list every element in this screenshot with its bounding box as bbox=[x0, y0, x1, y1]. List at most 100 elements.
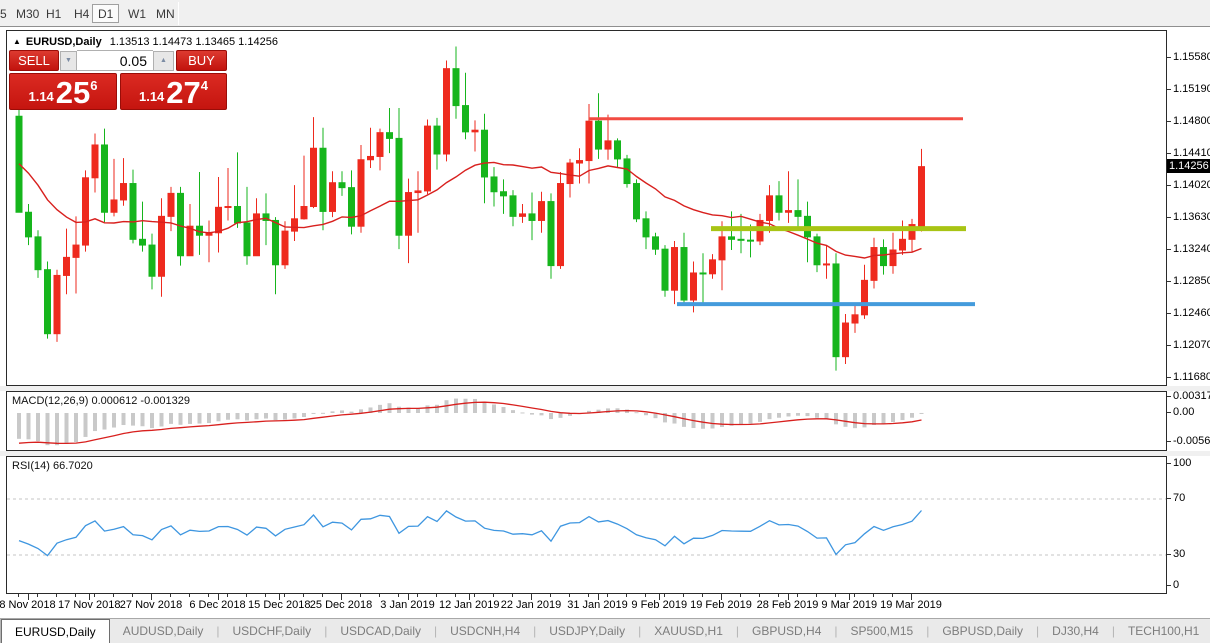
tab-separator: | bbox=[735, 624, 740, 638]
collapse-triangle-icon[interactable]: ▲ bbox=[13, 37, 21, 46]
timeframe-button-m30[interactable]: M30 bbox=[16, 7, 40, 21]
tab-eurusd-daily[interactable]: EURUSD,Daily bbox=[1, 619, 110, 643]
tab-sp500-m15[interactable]: SP500,M15 bbox=[850, 624, 914, 638]
date-major-tick bbox=[151, 594, 152, 600]
tab-usdchf-daily[interactable]: USDCHF,Daily bbox=[232, 624, 312, 638]
date-minor-tick bbox=[227, 594, 228, 597]
date-minor-tick bbox=[56, 594, 57, 597]
price-axis-tick bbox=[1167, 280, 1171, 282]
price-axis-label: 1.15580 bbox=[1173, 51, 1210, 63]
timeframe-button-h1[interactable]: H1 bbox=[46, 7, 62, 21]
date-minor-tick bbox=[436, 594, 437, 597]
tab-usdcnh-h4[interactable]: USDCNH,H4 bbox=[450, 624, 521, 638]
panel-divider[interactable] bbox=[0, 386, 1210, 391]
price-axis-tick bbox=[1167, 216, 1171, 218]
chart-tab-bar: EURUSD,Daily AUDUSD,Daily | USDCHF,Daily | US… bbox=[0, 618, 1210, 643]
tab-usdcad-daily[interactable]: USDCAD,Daily bbox=[340, 624, 421, 638]
date-major-tick bbox=[341, 594, 342, 600]
macd-axis[interactable]: 0.003177 0.00 -0.005667 bbox=[1167, 390, 1210, 451]
tab-separator: | bbox=[324, 624, 328, 638]
price-axis-label: 1.12460 bbox=[1173, 306, 1210, 319]
sell-price-button[interactable]: 1.14 25 6 bbox=[9, 73, 117, 110]
date-axis-label: 6 Dec 2018 bbox=[189, 599, 246, 611]
sell-button[interactable]: SELL bbox=[9, 50, 59, 71]
macd-label: MACD(12,26,9) 0.000612 -0.001329 bbox=[12, 395, 190, 407]
buy-pipette: 4 bbox=[200, 78, 209, 93]
price-axis-label: 1.12850 bbox=[1173, 274, 1210, 287]
macd-indicator-panel[interactable]: MACD(12,26,9) 0.000612 -0.001329 bbox=[6, 391, 1167, 451]
tab-xauusd-h1[interactable]: XAUUSD,H1 bbox=[654, 624, 723, 638]
date-minor-tick bbox=[816, 594, 817, 597]
date-major-tick bbox=[659, 594, 661, 600]
date-axis-label: 9 Mar 2019 bbox=[821, 599, 878, 611]
price-axis-tick bbox=[1167, 248, 1171, 250]
rsi-label: RSI(14) 66.7020 bbox=[12, 460, 93, 472]
date-minor-tick bbox=[626, 594, 627, 597]
timeframe-button-w1[interactable]: W1 bbox=[128, 7, 146, 21]
volume-input[interactable] bbox=[77, 50, 153, 71]
tab-audusd-daily[interactable]: AUDUSD,Daily bbox=[122, 624, 204, 638]
date-minor-tick bbox=[835, 594, 836, 597]
date-axis-label: 15 Dec 2018 bbox=[248, 599, 311, 611]
date-minor-tick bbox=[683, 594, 684, 597]
date-minor-tick bbox=[702, 594, 703, 597]
date-minor-tick bbox=[873, 594, 874, 597]
date-minor-tick bbox=[246, 594, 247, 597]
date-minor-tick bbox=[607, 594, 608, 597]
current-price-tag: 1.14256 bbox=[1167, 158, 1210, 173]
tabs-holder: EURUSD,Daily AUDUSD,Daily | USDCHF,Daily | US… bbox=[1, 619, 1210, 643]
tab-dj30-h4[interactable]: DJ30,H4 bbox=[1052, 624, 1099, 638]
date-minor-tick bbox=[797, 594, 798, 597]
buy-button[interactable]: BUY bbox=[176, 50, 227, 71]
date-minor-tick bbox=[37, 594, 38, 597]
buy-price-button[interactable]: 1.14 27 4 bbox=[120, 73, 227, 110]
date-minor-tick bbox=[455, 594, 456, 597]
timeframe-button-h4[interactable]: H4 bbox=[74, 7, 90, 21]
date-major-tick bbox=[849, 594, 851, 600]
date-major-tick bbox=[787, 594, 789, 600]
price-chart-panel[interactable]: ▲ EURUSD,Daily 1.13513 1.14473 1.13465 1.1… bbox=[6, 30, 1167, 386]
rsi-axis-tick bbox=[1167, 463, 1171, 464]
rsi-indicator-panel[interactable]: RSI(14) 66.7020 bbox=[6, 456, 1167, 594]
price-axis-tick bbox=[1167, 312, 1171, 314]
macd-chart[interactable] bbox=[7, 392, 1166, 450]
date-minor-tick bbox=[398, 594, 399, 597]
tab-separator: | bbox=[1111, 624, 1115, 638]
rsi-axis[interactable]: 100 70 30 0 bbox=[1167, 456, 1210, 594]
tab-separator: | bbox=[533, 624, 537, 638]
timeframe-button-mn[interactable]: MN bbox=[156, 7, 175, 21]
timeframe-button-d1[interactable]: D1 bbox=[92, 4, 120, 23]
rsi-axis-label: 100 bbox=[1173, 457, 1192, 469]
price-axis-tick bbox=[1167, 184, 1171, 186]
candlestick-chart[interactable] bbox=[7, 31, 1166, 385]
date-major-tick bbox=[531, 594, 532, 600]
rsi-axis-label: 0 bbox=[1173, 579, 1180, 591]
panel-divider[interactable] bbox=[0, 451, 1210, 456]
macd-axis-label: 0.00 bbox=[1173, 406, 1195, 418]
tab-tech100-h1[interactable]: TECH100,H1 bbox=[1127, 624, 1200, 638]
price-axis[interactable]: 1.15580 1.15190 1.14800 1.14410 1.14020 1.136… bbox=[1167, 30, 1210, 386]
tab-separator: | bbox=[1036, 624, 1040, 638]
date-axis-label: 28 Feb 2019 bbox=[756, 599, 819, 611]
macd-axis-tick bbox=[1167, 412, 1171, 413]
tab-separator: | bbox=[638, 624, 642, 638]
rsi-chart[interactable] bbox=[7, 457, 1166, 593]
chart-symbol: EURUSD,Daily bbox=[25, 36, 102, 48]
volume-increase-button[interactable]: ▲ bbox=[153, 51, 174, 71]
volume-decrease-button[interactable]: ▼ bbox=[60, 51, 77, 71]
date-major-tick bbox=[279, 594, 281, 600]
date-minor-tick bbox=[360, 594, 361, 597]
price-axis-label: 1.12070 bbox=[1173, 338, 1210, 351]
date-axis-label: 19 Feb 2019 bbox=[690, 599, 752, 611]
date-minor-tick bbox=[778, 594, 779, 597]
tab-gbpusd-daily[interactable]: GBPUSD,Daily bbox=[942, 624, 1024, 638]
timeframe-button-5[interactable]: 5 bbox=[0, 7, 7, 21]
date-axis[interactable]: 8 Nov 2018 17 Nov 2018 27 Nov 2018 6 Dec 20… bbox=[0, 594, 1210, 618]
tab-gbpusd-h4[interactable]: GBPUSD,H4 bbox=[752, 624, 822, 638]
date-minor-tick bbox=[569, 594, 570, 597]
buy-big-figure: 1.14 bbox=[138, 89, 165, 104]
macd-axis-label: 0.003177 bbox=[1173, 390, 1210, 403]
timeframe-toolbar: 5 M30 H1 H4 D1 W1 MN bbox=[0, 0, 1210, 27]
tab-usdjpy-daily[interactable]: USDJPY,Daily bbox=[549, 624, 626, 638]
date-minor-tick bbox=[170, 594, 171, 597]
